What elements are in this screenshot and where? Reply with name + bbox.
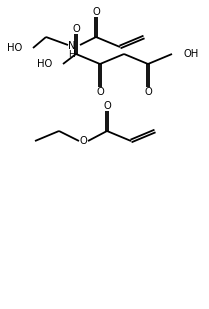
Text: O: O [144, 87, 152, 97]
Text: O: O [72, 24, 80, 34]
Text: HO: HO [37, 59, 52, 69]
Text: O: O [92, 7, 100, 17]
Text: O: O [96, 87, 104, 97]
Text: O: O [79, 136, 87, 146]
Text: HO: HO [7, 43, 22, 53]
Text: O: O [103, 101, 111, 111]
Text: N: N [68, 41, 76, 51]
Text: OH: OH [183, 49, 198, 59]
Text: H: H [69, 49, 75, 58]
